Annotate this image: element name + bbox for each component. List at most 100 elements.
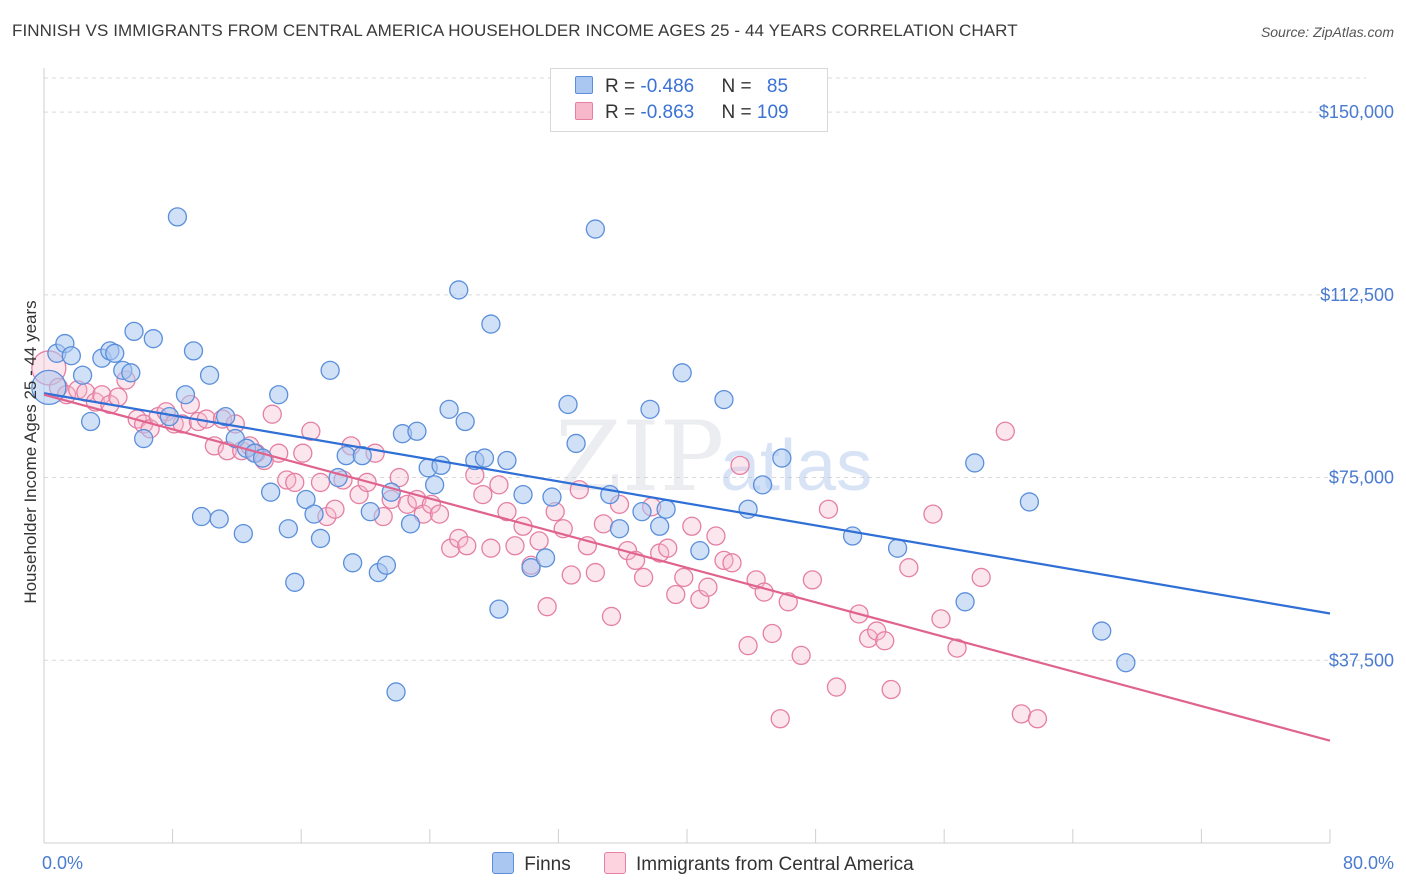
data-point-finns xyxy=(360,502,380,522)
data-point-finns xyxy=(656,499,676,519)
data-point-central-america xyxy=(867,621,887,641)
data-point-central-america xyxy=(791,645,811,666)
data-point-finns xyxy=(955,592,975,612)
data-point-central-america xyxy=(489,475,509,495)
legend-r-label: R = xyxy=(605,102,641,123)
data-point-central-america xyxy=(995,421,1015,441)
bottom-legend-swatch-finns xyxy=(492,852,515,874)
legend-r-value-central-america: -0.863 xyxy=(640,102,695,123)
data-point-finns xyxy=(134,428,154,449)
data-point-central-america xyxy=(666,584,686,605)
data-point-central-america xyxy=(802,570,823,590)
data-point-finns xyxy=(752,475,773,495)
data-point-finns xyxy=(609,519,630,539)
data-point-finns xyxy=(209,509,229,529)
data-point-finns xyxy=(558,394,578,415)
data-point-finns xyxy=(1116,653,1136,673)
data-point-central-america xyxy=(698,577,718,597)
data-point-central-america xyxy=(397,494,417,515)
chart-title: FINNISH VS IMMIGRANTS FROM CENTRAL AMERI… xyxy=(12,21,1018,40)
data-point-finns xyxy=(310,528,331,549)
data-point-central-america xyxy=(537,597,557,617)
data-point-finns xyxy=(690,540,710,561)
data-point-central-america xyxy=(633,567,654,588)
data-point-finns xyxy=(124,321,144,342)
data-point-finns xyxy=(497,450,517,471)
data-point-central-america xyxy=(593,514,614,534)
data-point-central-america xyxy=(1027,709,1048,729)
data-point-central-america xyxy=(722,553,742,573)
y-tick-label: $37,500 xyxy=(1329,650,1394,670)
data-point-central-america xyxy=(473,484,493,505)
bottom-legend-central-america: Immigrants from Central America xyxy=(604,852,914,876)
data-point-finns xyxy=(199,365,220,385)
trend-line-finns xyxy=(43,392,1331,615)
legend: R = -0.486 N = 85 R = -0.863 N = 109 xyxy=(550,68,828,132)
data-point-central-america xyxy=(413,504,434,524)
legend-swatch-finns xyxy=(575,76,593,94)
data-point-finns xyxy=(61,346,81,366)
legend-r-value-finns: -0.486 xyxy=(640,76,695,97)
data-point-central-america xyxy=(449,528,469,549)
y-axis-label: Householder Income Ages 25 - 44 years xyxy=(21,300,40,603)
data-point-central-america xyxy=(601,606,622,627)
data-point-central-america xyxy=(293,443,313,463)
data-point-finns xyxy=(1019,492,1040,512)
data-point-central-america xyxy=(706,526,726,546)
data-point-central-america xyxy=(682,516,702,536)
data-point-central-america xyxy=(457,536,477,556)
data-point-finns xyxy=(474,448,495,468)
data-point-finns xyxy=(105,343,125,363)
data-point-central-america xyxy=(310,472,331,493)
source-label: Source: ZipAtlas.com xyxy=(1260,24,1394,40)
data-point-central-america xyxy=(429,504,450,524)
data-point-central-america xyxy=(730,455,750,476)
data-point-finns xyxy=(167,207,188,227)
series-finns-points xyxy=(31,207,1136,702)
data-point-finns xyxy=(376,555,397,575)
data-point-finns xyxy=(191,506,212,527)
data-point-central-america xyxy=(481,538,501,558)
data-point-finns xyxy=(1092,621,1112,641)
data-point-finns xyxy=(439,399,459,419)
data-point-central-america xyxy=(658,538,678,558)
data-point-finns xyxy=(449,280,469,300)
data-point-central-america xyxy=(497,502,517,522)
data-point-central-america xyxy=(285,472,305,493)
data-point-finns xyxy=(632,502,652,522)
data-point-finns xyxy=(513,484,533,505)
data-point-central-america xyxy=(108,387,128,407)
bottom-legend: Finns Immigrants from Central America xyxy=(0,852,1406,876)
data-point-central-america xyxy=(875,631,895,651)
data-point-finns xyxy=(640,399,660,419)
bottom-legend-label-finns: Finns xyxy=(524,854,571,875)
axes xyxy=(43,68,1331,844)
legend-n-label: N = xyxy=(721,76,757,97)
data-point-finns xyxy=(521,558,541,578)
data-point-central-america xyxy=(778,592,798,612)
data-point-central-america xyxy=(738,636,758,656)
legend-swatch-central-america xyxy=(575,102,593,120)
data-point-finns xyxy=(121,363,141,383)
x-tick-min: 0.0% xyxy=(42,853,83,873)
data-point-finns xyxy=(887,538,908,558)
data-point-central-america xyxy=(561,565,581,585)
data-point-finns xyxy=(342,553,363,573)
data-point-central-america xyxy=(923,504,943,524)
data-point-finns xyxy=(542,487,562,507)
data-point-finns xyxy=(650,516,670,536)
data-point-central-america xyxy=(262,404,282,424)
data-point-finns xyxy=(320,360,340,381)
data-point-finns xyxy=(261,482,281,502)
data-point-finns xyxy=(585,219,606,239)
data-point-central-america xyxy=(389,467,409,488)
data-point-central-america xyxy=(770,709,790,729)
data-point-central-america xyxy=(529,531,549,551)
data-point-finns xyxy=(455,411,475,432)
y-tick-labels: $37,500 $75,000 $112,500 $150,000 xyxy=(1319,102,1394,670)
data-point-central-america xyxy=(947,638,967,658)
data-point-central-america xyxy=(1011,704,1032,724)
data-point-finns xyxy=(269,385,289,405)
data-point-central-america xyxy=(826,677,847,697)
